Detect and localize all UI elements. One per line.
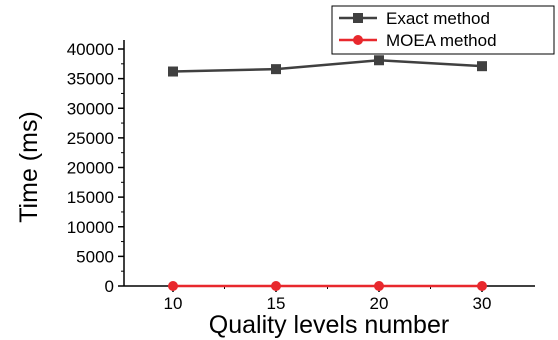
- data-point-circle: [168, 281, 178, 291]
- y-tick-label: 0: [105, 277, 114, 296]
- x-tick-label: 10: [164, 294, 183, 313]
- y-tick-label: 10000: [67, 218, 114, 237]
- x-axis-title: Quality levels number: [209, 311, 449, 339]
- legend-label-2: MOEA method: [386, 31, 497, 50]
- legend: Exact method MOEA method: [331, 5, 555, 55]
- y-tick-label: 5000: [76, 247, 114, 266]
- y-tick-label: 15000: [67, 188, 114, 207]
- legend-label-1: Exact method: [386, 9, 490, 28]
- data-point-square: [168, 66, 178, 77]
- data-point-circle: [477, 281, 487, 291]
- x-tick-label: 15: [267, 294, 286, 313]
- series-group: [168, 55, 487, 291]
- x-axis-ticks: 10 15 20 30: [164, 286, 492, 313]
- y-tick-label: 25000: [67, 129, 114, 148]
- series-line-1: [172, 59, 483, 73]
- y-tick-label: 30000: [67, 99, 114, 118]
- data-point-circle: [374, 281, 384, 291]
- data-point-square: [271, 64, 281, 75]
- legend-marker-circle: [353, 35, 363, 45]
- x-tick-label: 20: [370, 294, 389, 313]
- legend-marker-square: [353, 13, 363, 23]
- y-axis-ticks: 0 5000 10000 15000 20000 25000 30000 35000 40000: [67, 40, 124, 296]
- y-tick-label: 20000: [67, 159, 114, 178]
- data-point-square: [374, 55, 384, 66]
- data-point-circle: [271, 281, 281, 291]
- data-point-square: [477, 61, 487, 72]
- x-tick-label: 30: [473, 294, 492, 313]
- y-tick-label: 40000: [67, 40, 114, 59]
- y-axis-title: Time (ms): [15, 111, 43, 223]
- y-tick-label: 35000: [67, 70, 114, 89]
- legend-box: [331, 5, 555, 55]
